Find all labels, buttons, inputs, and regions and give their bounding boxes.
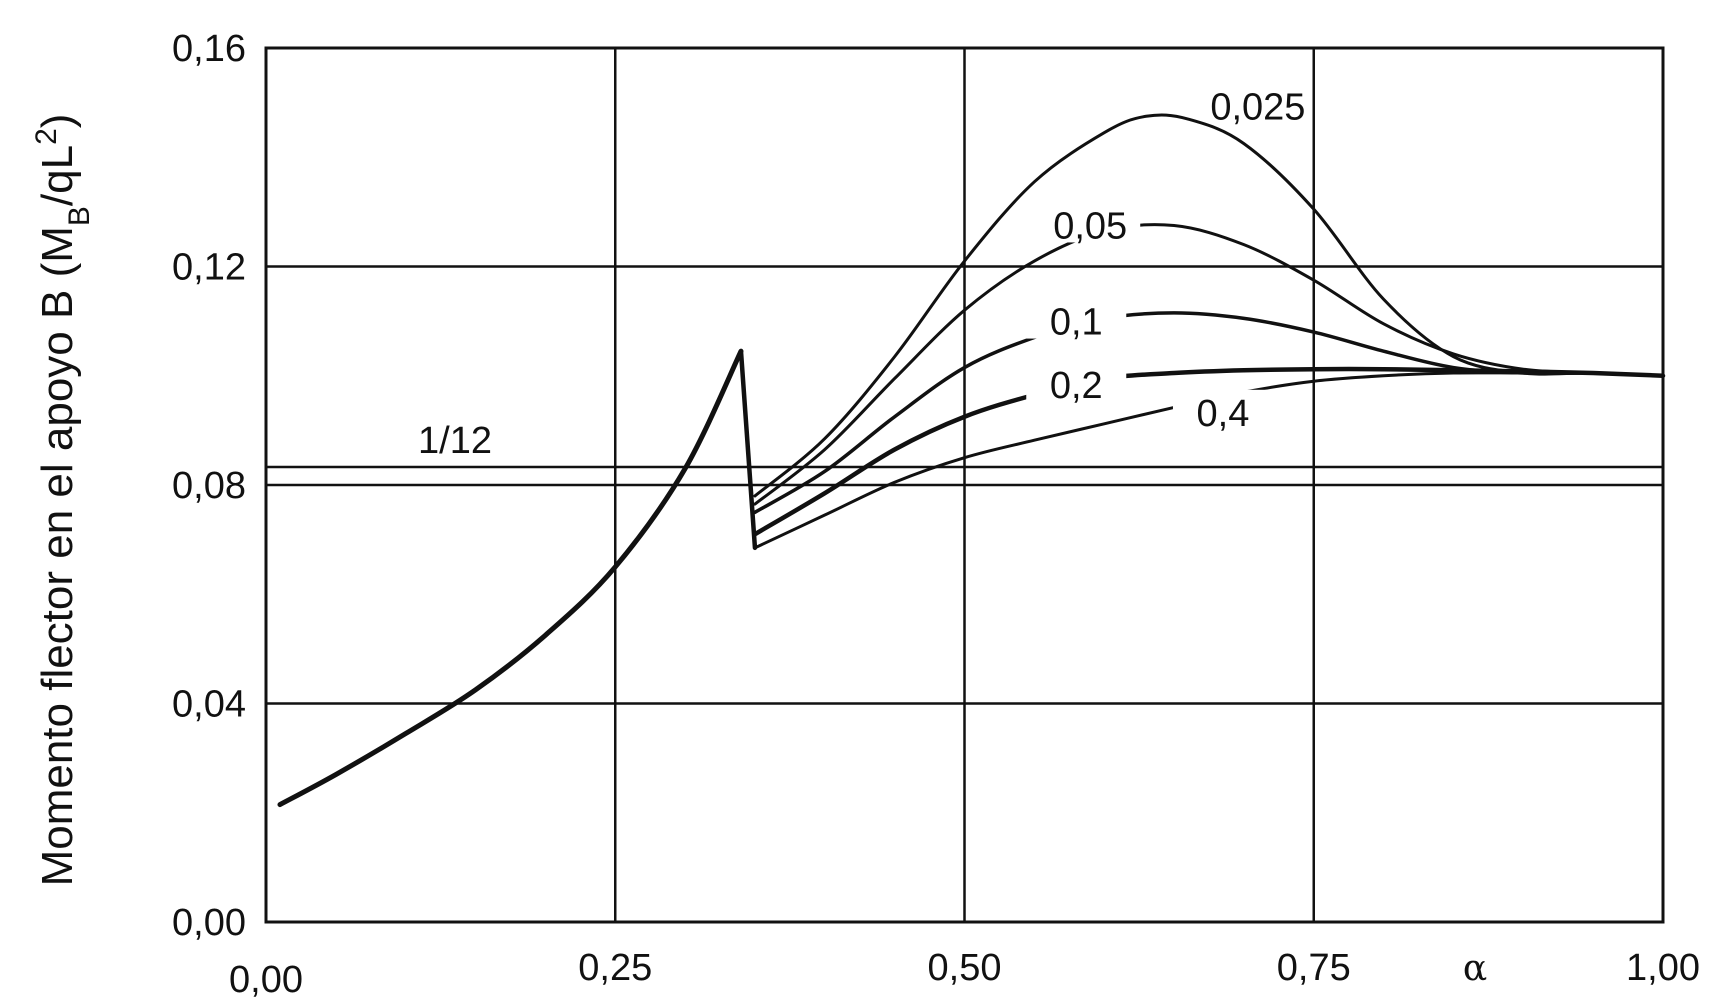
x-tick-label: 0,75 bbox=[1277, 947, 1351, 989]
x-axis-label: α bbox=[1463, 948, 1487, 989]
base-curve bbox=[277, 348, 744, 808]
curve-label-backing bbox=[1207, 83, 1308, 124]
grid bbox=[266, 48, 1663, 922]
y-tick-label: 0,04 bbox=[172, 684, 246, 726]
plot-frame bbox=[264, 46, 1665, 924]
tick-labels: 0,00 0,25 0,50 0,75 1,00 0,00 0,04 0,08 0,12 0,16 bbox=[172, 28, 1700, 1001]
curve-label: 0,025 bbox=[1210, 86, 1305, 128]
reference-line-label: 1/12 bbox=[418, 420, 492, 462]
y-tick-label: 0,00 bbox=[172, 902, 246, 944]
x-tick-label: 0,25 bbox=[578, 947, 652, 989]
curve-label: 0,2 bbox=[1050, 365, 1103, 407]
curve-label: 0,05 bbox=[1053, 205, 1127, 247]
curve-labels: 1/12 0,025 0,05 0,1 0,2 0,4 bbox=[418, 83, 1308, 462]
y-tick-label: 0,12 bbox=[172, 247, 246, 289]
x-tick-label: 0,00 bbox=[229, 959, 303, 1001]
series-line-0-05 bbox=[753, 223, 1665, 506]
x-tick-label: 1,00 bbox=[1626, 947, 1700, 989]
y-tick-label: 0,08 bbox=[172, 465, 246, 507]
curve-label: 0,1 bbox=[1050, 302, 1103, 344]
series-line-0-2 bbox=[752, 366, 1666, 537]
curve-label-backing bbox=[1026, 298, 1127, 339]
y-tick-label: 0,16 bbox=[172, 28, 246, 70]
curve-label-backing bbox=[1172, 389, 1273, 430]
curve-label-backing bbox=[1040, 202, 1141, 243]
series-line-0-025 bbox=[753, 113, 1665, 498]
discontinuity-drop bbox=[738, 348, 758, 551]
y-axis-label: Momento flector en el apoyo B (MB/qL2) bbox=[30, 114, 96, 887]
curve-label-backing bbox=[1026, 361, 1127, 402]
curve-label: 0,4 bbox=[1197, 393, 1250, 435]
x-tick-label: 0,50 bbox=[928, 947, 1002, 989]
